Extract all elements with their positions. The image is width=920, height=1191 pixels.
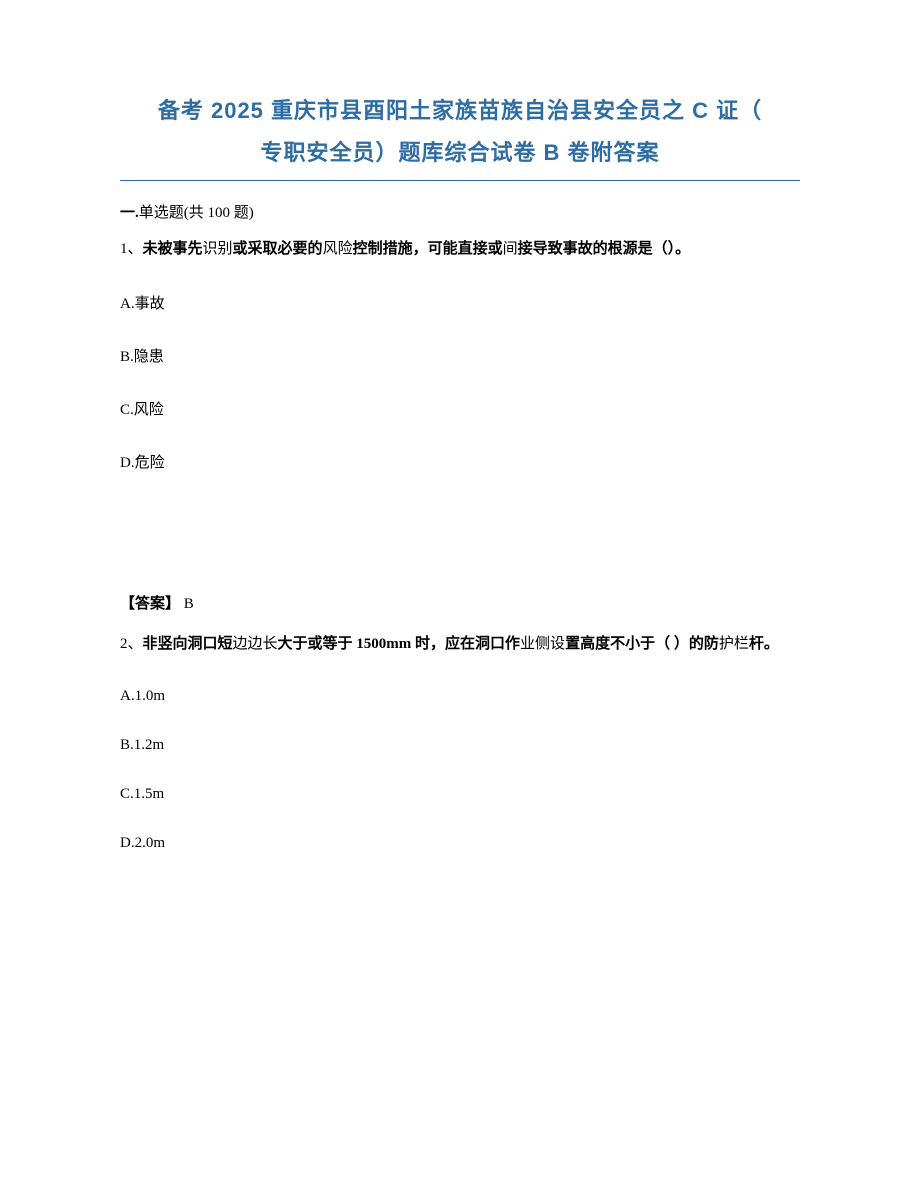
section-header: 一.单选题(共 100 题) (120, 201, 800, 222)
q1-bold3: 控制措施，可能直接或 (353, 241, 503, 257)
title-underline (120, 180, 800, 181)
q2-plain1: 边边长 (233, 636, 278, 652)
q2-plain3: 护栏 (719, 636, 749, 652)
q2-num: 2、 (120, 636, 143, 652)
section-prefix: 一. (120, 205, 139, 221)
q1-plain1: 识别 (203, 241, 233, 257)
q1-num: 1、 (120, 241, 143, 257)
q2-bold4: 杆。 (749, 636, 779, 652)
document-title: 备考 2025 重庆市县酉阳土家族苗族自治县安全员之 C 证（ 专职安全员）题库… (120, 90, 800, 174)
answer-label: 【答案】 (120, 596, 180, 612)
q2-option-b: B.1.2m (120, 737, 800, 754)
q1-option-b: B.隐患 (120, 345, 800, 366)
q1-plain3: 间 (503, 241, 518, 257)
answer-value: B (180, 596, 194, 612)
title-line-1: 备考 2025 重庆市县酉阳土家族苗族自治县安全员之 C 证（ (158, 98, 762, 123)
q1-bold2: 或采取必要的 (233, 241, 323, 257)
q1-answer: 【答案】 B (120, 592, 800, 613)
q2-bold3: 置高度不小于（ ）的防 (565, 636, 719, 652)
question-2: 2、非竖向洞口短边边长大于或等于 1500mm 时，应在洞口作业侧设置高度不小于… (120, 633, 800, 656)
q2-bold1: 非竖向洞口短 (143, 636, 233, 652)
q1-bold4: 接导致事故的根源是（）。 (518, 241, 691, 257)
q2-bold2: 大于或等于 1500mm 时，应在洞口作 (278, 636, 521, 652)
title-line-2: 专职安全员）题库综合试卷 B 卷附答案 (260, 140, 659, 165)
q2-option-d: D.2.0m (120, 835, 800, 852)
q1-bold1: 未被事先 (143, 241, 203, 257)
q2-option-a: A.1.0m (120, 688, 800, 705)
q1-option-a: A.事故 (120, 292, 800, 313)
q1-option-c: C.风险 (120, 398, 800, 419)
q2-plain2: 业侧设 (520, 636, 565, 652)
q2-option-c: C.1.5m (120, 786, 800, 803)
section-text: 单选题(共 100 题) (139, 205, 254, 221)
q1-plain2: 风险 (323, 241, 353, 257)
question-1: 1、未被事先识别或采取必要的风险控制措施，可能直接或间接导致事故的根源是（）。 (120, 238, 800, 261)
q1-option-d: D.危险 (120, 451, 800, 472)
